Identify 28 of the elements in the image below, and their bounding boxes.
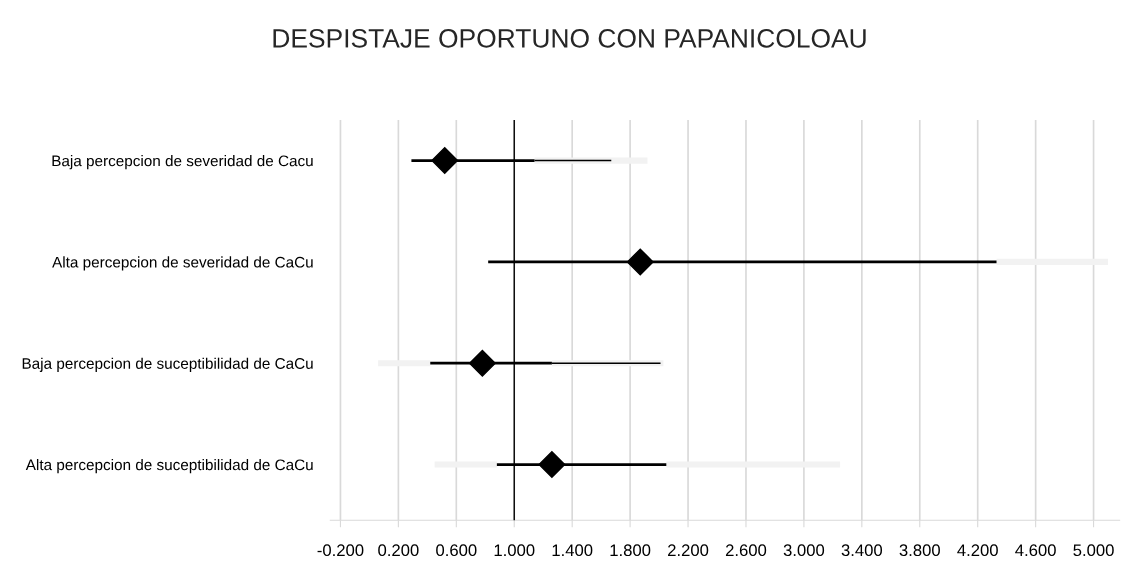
bar <box>534 157 648 164</box>
x-tick-label: -0.200 <box>317 544 364 557</box>
bar <box>666 461 841 468</box>
x-tick-label: 0.200 <box>378 544 419 557</box>
point <box>431 147 459 175</box>
y-tick-label: Alta percepcion de severidad de CaCu <box>52 256 313 271</box>
point <box>538 451 566 478</box>
x-tick-label: 1.400 <box>552 544 593 557</box>
x-tick-label: 2.200 <box>668 544 709 557</box>
x-tick-label: 2.600 <box>725 544 767 557</box>
x-tick-label: 0.600 <box>436 544 477 557</box>
y-tick-label: Alta percepcion de suceptibilidad de CaCu <box>25 459 313 474</box>
y-tick-label: Baja percepcion de severidad de Cacu <box>52 155 313 170</box>
x-tick-label: 3.800 <box>899 544 940 557</box>
x-tick-label: 4.600 <box>1015 544 1056 557</box>
bar <box>996 258 1109 265</box>
y-tick-label: Baja percepcion de suceptibilidad de CaCu <box>22 357 313 372</box>
x-tick-label: 4.200 <box>957 544 998 557</box>
x-tick-label: 3.000 <box>783 544 825 557</box>
x-tick-label: 5.000 <box>1073 544 1114 557</box>
point <box>468 349 496 377</box>
bar <box>434 461 497 468</box>
bar <box>378 360 431 367</box>
x-tick-label: 1.800 <box>610 544 651 557</box>
chart-title: DESPISTAJE OPORTUNO CON PAPANICOLOAU <box>273 29 866 48</box>
x-tick-label: 3.400 <box>841 544 883 557</box>
point <box>626 248 654 276</box>
x-tick-label: 1.000 <box>494 544 535 557</box>
